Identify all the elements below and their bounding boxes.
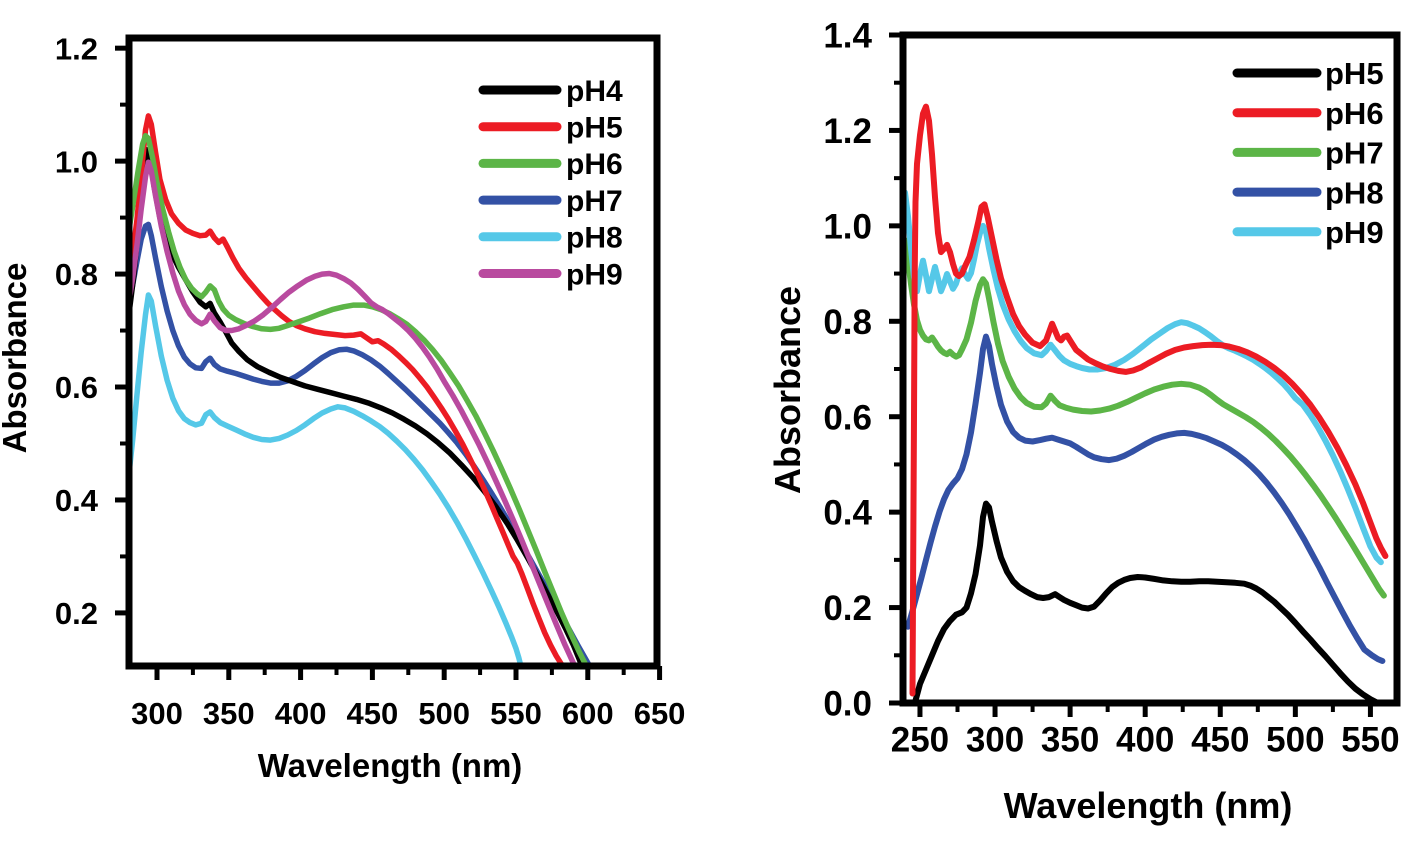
- legend-label-ph9: pH9: [1325, 215, 1384, 250]
- y-tick-label: 1.4: [823, 17, 872, 56]
- y-tick-label: 0.6: [823, 398, 872, 437]
- x-tick-label: 550: [1341, 721, 1399, 760]
- left-spectra-chart: 300 350 400 450 500 550 600 650 0.2 0.4 0.6 0.8 1.0 1…: [0, 31, 685, 784]
- x-tick-label: 350: [1041, 721, 1099, 760]
- y-tick-label: 0.4: [823, 494, 872, 533]
- legend-label-ph6: pH6: [1325, 96, 1384, 131]
- legend-label-ph9: pH9: [566, 258, 623, 291]
- series-line-ph7: [903, 237, 1387, 599]
- y-tick-label: 0.6: [55, 370, 98, 405]
- y-tick-label: 1.0: [55, 144, 98, 179]
- legend-label-ph5: pH5: [1325, 56, 1384, 91]
- plot-box: [899, 31, 1401, 707]
- y-tick-label: 0.4: [55, 483, 99, 518]
- series-line-ph9: [903, 189, 1384, 566]
- series-group: [129, 113, 593, 666]
- series-line-ph6: [129, 132, 590, 666]
- x-tick-label: 500: [1266, 721, 1324, 760]
- x-tick-label: 500: [418, 696, 470, 731]
- legend-label-ph8: pH8: [566, 222, 623, 255]
- y-tick-label: 0.8: [55, 257, 98, 292]
- x-tick-label: 600: [562, 696, 614, 731]
- y-tick-label: 0.2: [55, 596, 98, 631]
- x-tick-label: 300: [966, 721, 1024, 760]
- x-tick-label: 400: [275, 696, 327, 731]
- y-tick-label: 0.2: [823, 589, 872, 628]
- y-tick-label: 0.8: [823, 303, 872, 342]
- series-line-ph5: [912, 500, 1381, 703]
- y-tick-label: 1.0: [823, 207, 872, 246]
- x-tick-label: 450: [347, 696, 399, 731]
- legend-label-ph7: pH7: [1325, 136, 1384, 171]
- series-group: [903, 103, 1389, 703]
- x-tick-label: 450: [1191, 721, 1249, 760]
- legend-label-ph5: pH5: [566, 112, 623, 145]
- series-line-ph6: [909, 103, 1389, 697]
- x-tick-label: 650: [634, 696, 686, 731]
- legend-label-ph4: pH4: [566, 75, 623, 108]
- series-line-ph8: [129, 292, 524, 666]
- series-line-ph8: [905, 333, 1386, 664]
- x-tick-label: 250: [891, 721, 949, 760]
- plot-box: [125, 34, 661, 670]
- y-axis-title: Absorbance: [767, 286, 808, 494]
- y-tick-label: 1.2: [823, 112, 872, 151]
- x-tick-label: 350: [203, 696, 255, 731]
- legend: pH5 pH6 pH7 pH8 pH9: [1232, 56, 1384, 250]
- x-axis-title: Wavelength (nm): [258, 747, 523, 784]
- x-tick-label: 550: [490, 696, 542, 731]
- right-spectra-chart: 250 300 350 400 450 500 550 0.0 0.2 0.4 0.6 0.8 1.0 1…: [767, 17, 1401, 826]
- y-tick-label: 1.2: [55, 31, 98, 66]
- legend-label-ph7: pH7: [566, 185, 623, 218]
- y-tick-label: 0.0: [823, 685, 872, 724]
- x-axis-title: Wavelength (nm): [1004, 785, 1293, 826]
- legend-label-ph6: pH6: [566, 148, 623, 181]
- series-line-ph4: [129, 147, 585, 666]
- x-tick-label: 300: [131, 696, 183, 731]
- legend-label-ph8: pH8: [1325, 175, 1384, 210]
- x-tick-label: 400: [1116, 721, 1174, 760]
- series-line-ph5: [129, 113, 567, 666]
- series-line-ph9: [129, 159, 578, 666]
- y-axis-title: Absorbance: [0, 263, 33, 454]
